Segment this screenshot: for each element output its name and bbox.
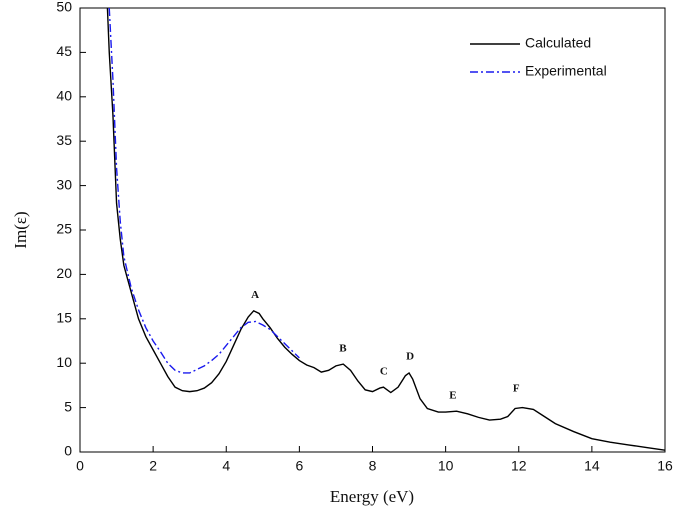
x-tick-label: 10 (438, 458, 454, 474)
y-tick-label: 30 (56, 176, 72, 192)
x-axis-title: Energy (eV) (330, 487, 414, 506)
y-tick-label: 35 (56, 132, 72, 148)
x-tick-label: 0 (76, 458, 84, 474)
y-tick-label: 0 (64, 443, 72, 459)
y-tick-label: 50 (56, 0, 72, 15)
y-tick-label: 25 (56, 221, 72, 237)
y-tick-label: 20 (56, 265, 72, 281)
annotation: C (380, 366, 388, 378)
y-tick-label: 40 (56, 88, 72, 104)
legend-label: Experimental (525, 63, 607, 79)
data-line (106, 8, 665, 451)
x-tick-label: 12 (511, 458, 527, 474)
y-tick-label: 10 (56, 354, 72, 370)
annotation: E (449, 390, 456, 402)
y-tick-label: 15 (56, 310, 72, 326)
x-tick-label: 4 (222, 458, 230, 474)
x-tick-label: 14 (584, 458, 600, 474)
data-line (108, 8, 300, 374)
x-tick-label: 8 (369, 458, 377, 474)
annotation: F (513, 382, 520, 394)
annotation: D (406, 351, 414, 363)
x-tick-label: 16 (657, 458, 673, 474)
x-tick-label: 6 (295, 458, 303, 474)
x-tick-label: 2 (149, 458, 157, 474)
legend-label: Calculated (525, 35, 591, 51)
y-axis-title: Im(ε) (11, 211, 30, 248)
annotation: B (339, 343, 347, 355)
y-tick-label: 45 (56, 43, 72, 59)
annotation: A (251, 289, 259, 301)
y-tick-label: 5 (64, 398, 72, 414)
